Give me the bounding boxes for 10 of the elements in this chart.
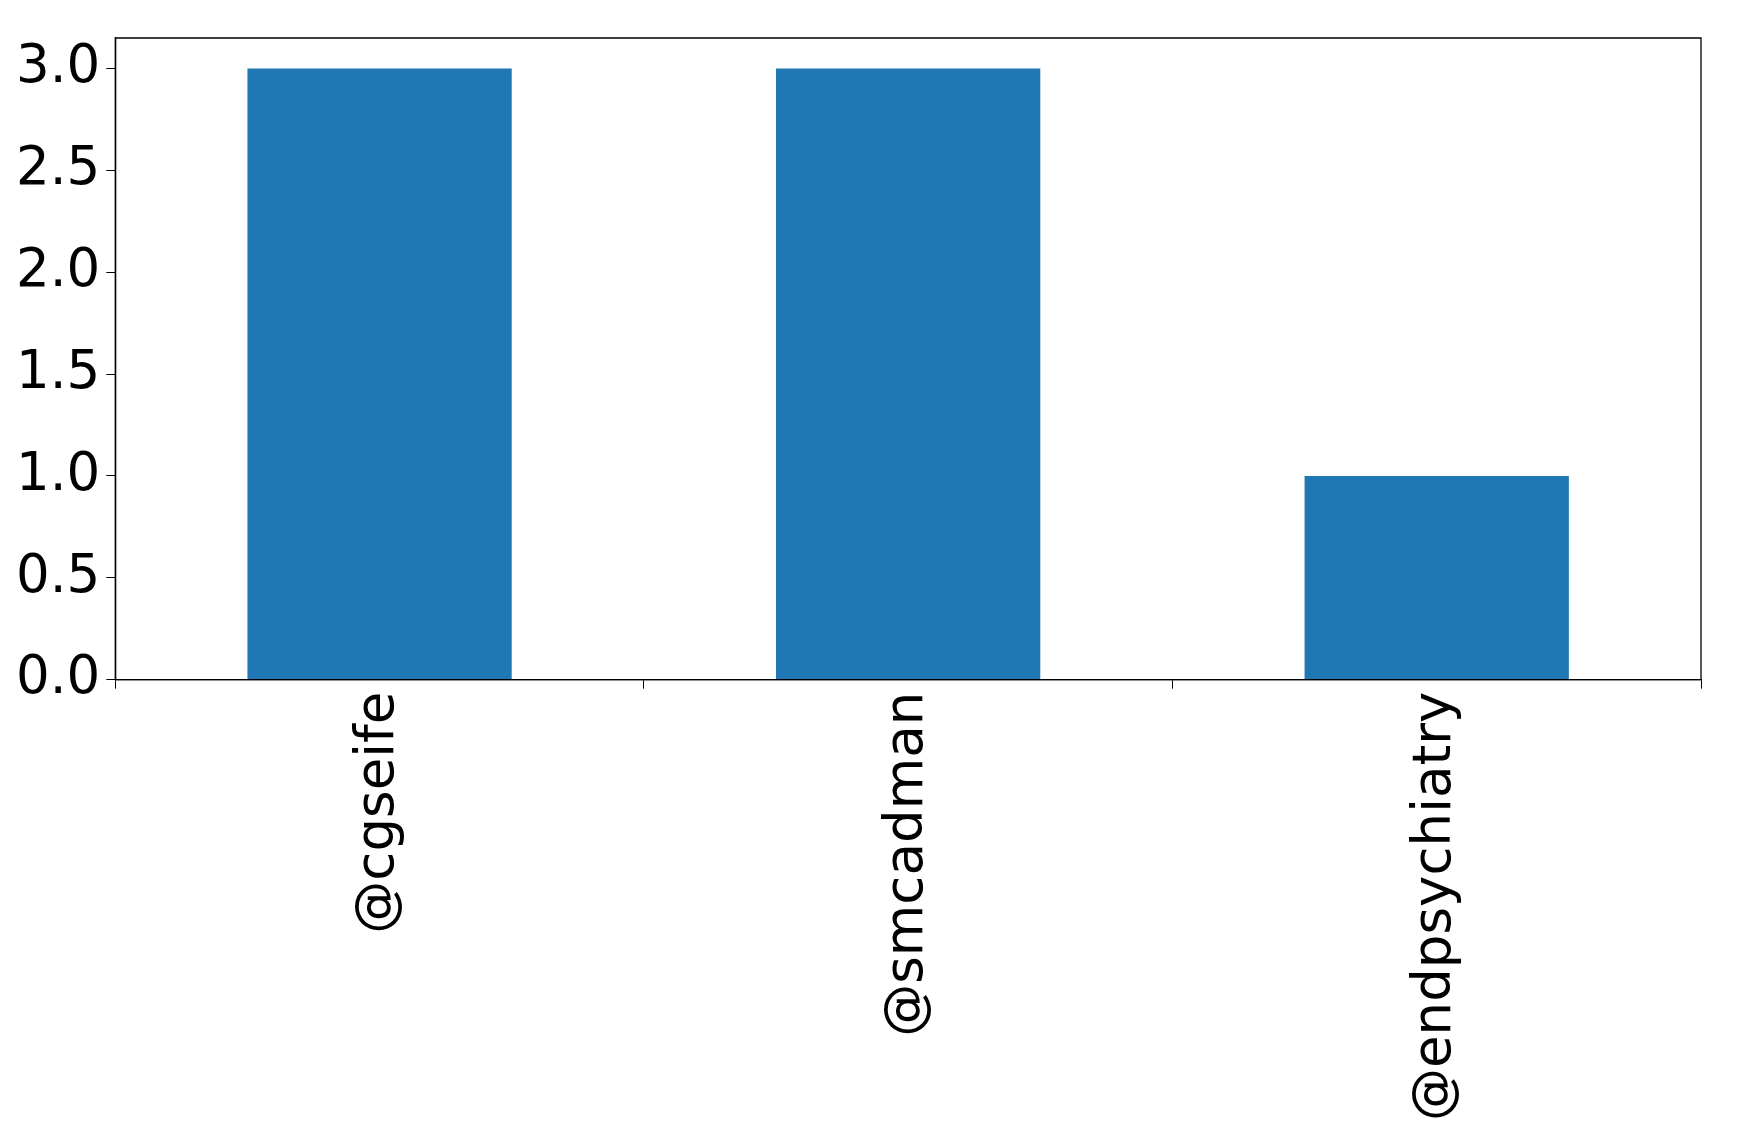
x-tick-label: @cgseife [344,691,406,934]
y-tick-label: 0.0 [15,644,101,706]
x-tick-label: @endpsychiatry [1401,691,1463,1122]
y-tick-label: 2.5 [15,135,101,197]
y-tick-label: 2.0 [15,237,101,299]
x-tick-label: @smcadman [872,691,934,1037]
y-tick-label: 1.5 [15,338,101,400]
y-tick-label: 0.5 [15,542,101,604]
y-tick-label: 3.0 [15,33,101,95]
y-tick-label: 1.0 [15,440,101,502]
